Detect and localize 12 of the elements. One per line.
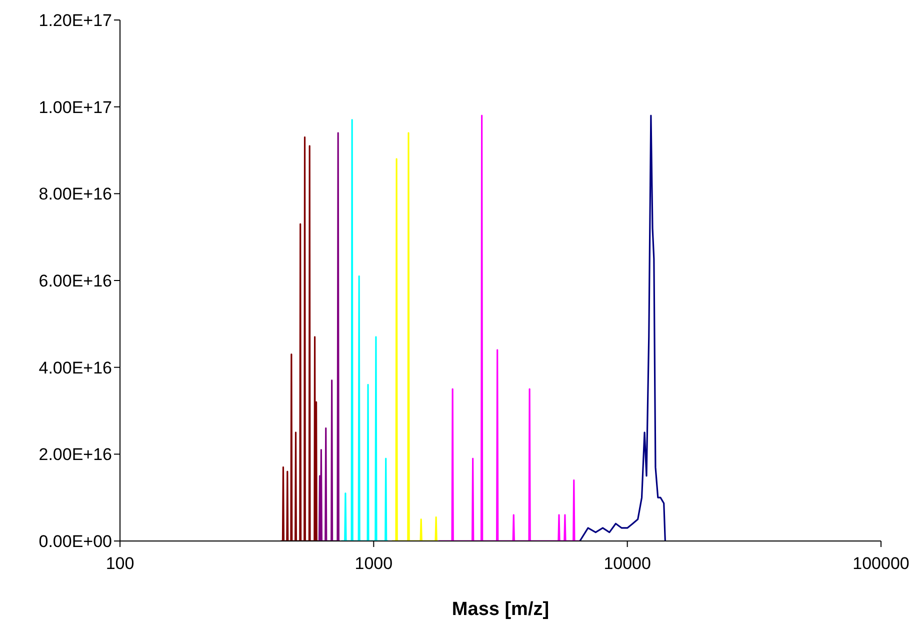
x-tick-label: 100: [106, 554, 134, 574]
x-axis-title: Mass [m/z]: [452, 599, 550, 620]
x-tick-label: 100000: [852, 554, 910, 574]
x-tick-label: 1000: [354, 554, 393, 574]
y-tick-label: 6.00E+16: [38, 272, 112, 291]
y-tick-label: 0.00E+00: [38, 532, 112, 552]
y-tick-label: 2.00E+16: [38, 445, 112, 464]
y-tick-label: 4.00E+16: [38, 358, 112, 378]
y-tick-label: 8.00E+16: [38, 184, 112, 204]
x-tick-label: 10000: [604, 554, 651, 574]
y-tick-label: 1.00E+17: [38, 98, 112, 117]
y-tick-label: 1.20E+17: [38, 11, 112, 30]
